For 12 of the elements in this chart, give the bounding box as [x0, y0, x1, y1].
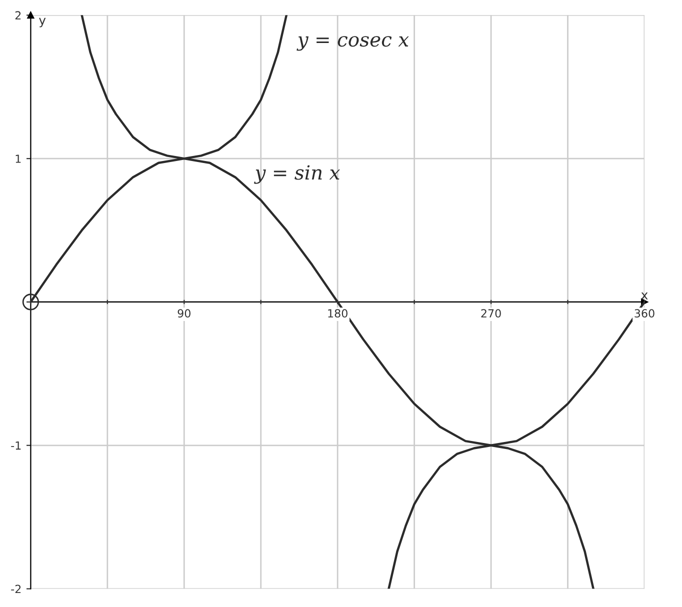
x-tick-label: 360 [634, 309, 654, 318]
y-tick-label: 2 [15, 11, 21, 20]
x-tick-label: 180 [328, 309, 348, 318]
y-axis-title: y [39, 18, 46, 28]
series-label: y = cosec x [296, 36, 409, 51]
x-tick-label: 90 [178, 309, 190, 318]
x-tick-label: 270 [481, 309, 501, 318]
y-tick-label: -1 [11, 442, 21, 450]
x-axis-title: x [641, 292, 648, 300]
y-tick-label: -2 [11, 584, 21, 594]
y-tick-label: 1 [16, 154, 21, 163]
series-label: y = sin x [254, 165, 340, 184]
